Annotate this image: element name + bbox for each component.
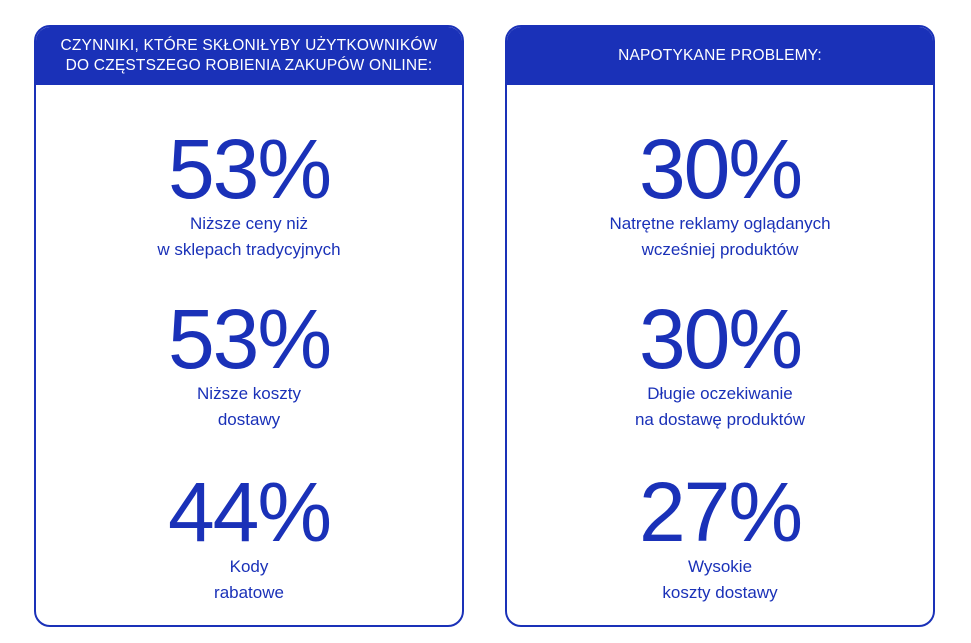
problem-stat: 30% Natrętne reklamy oglądanych wcześnie… bbox=[507, 127, 933, 263]
stat-label: Niższe ceny niż w sklepach tradycyjnych bbox=[157, 214, 341, 259]
stat-label: Wysokie koszty dostawy bbox=[662, 557, 778, 602]
stat-value: 27% bbox=[638, 465, 803, 559]
stat-value: 44% bbox=[167, 465, 332, 559]
problems-panel: NAPOTYKANE PROBLEMY: 30% Natrętne reklam… bbox=[505, 25, 935, 627]
factors-panel: CZYNNIKI, KTÓRE SKŁONIŁYBY UŻYTKOWNIKÓW … bbox=[34, 25, 464, 627]
factor-stat: 53% Niższe ceny niż w sklepach tradycyjn… bbox=[36, 127, 462, 263]
stat-value: 30% bbox=[638, 122, 803, 216]
stat-value: 53% bbox=[167, 122, 332, 216]
stat-label: Natrętne reklamy oglądanych wcześniej pr… bbox=[609, 214, 831, 259]
stat-value: 30% bbox=[638, 292, 803, 386]
stat-label: Długie oczekiwanie na dostawę produktów bbox=[634, 384, 806, 429]
stat-label: Kody rabatowe bbox=[214, 557, 284, 602]
factor-stat: 44% Kody rabatowe bbox=[36, 470, 462, 606]
factor-stat: 53% Niższe koszty dostawy bbox=[36, 297, 462, 433]
problem-stat: 30% Długie oczekiwanie na dostawę produk… bbox=[507, 297, 933, 433]
problem-stat: 27% Wysokie koszty dostawy bbox=[507, 470, 933, 606]
factors-panel-header: CZYNNIKI, KTÓRE SKŁONIŁYBY UŻYTKOWNIKÓW … bbox=[36, 27, 462, 85]
problems-panel-header: NAPOTYKANE PROBLEMY: bbox=[507, 27, 933, 85]
stat-label: Niższe koszty dostawy bbox=[197, 384, 301, 429]
stat-value: 53% bbox=[167, 292, 332, 386]
